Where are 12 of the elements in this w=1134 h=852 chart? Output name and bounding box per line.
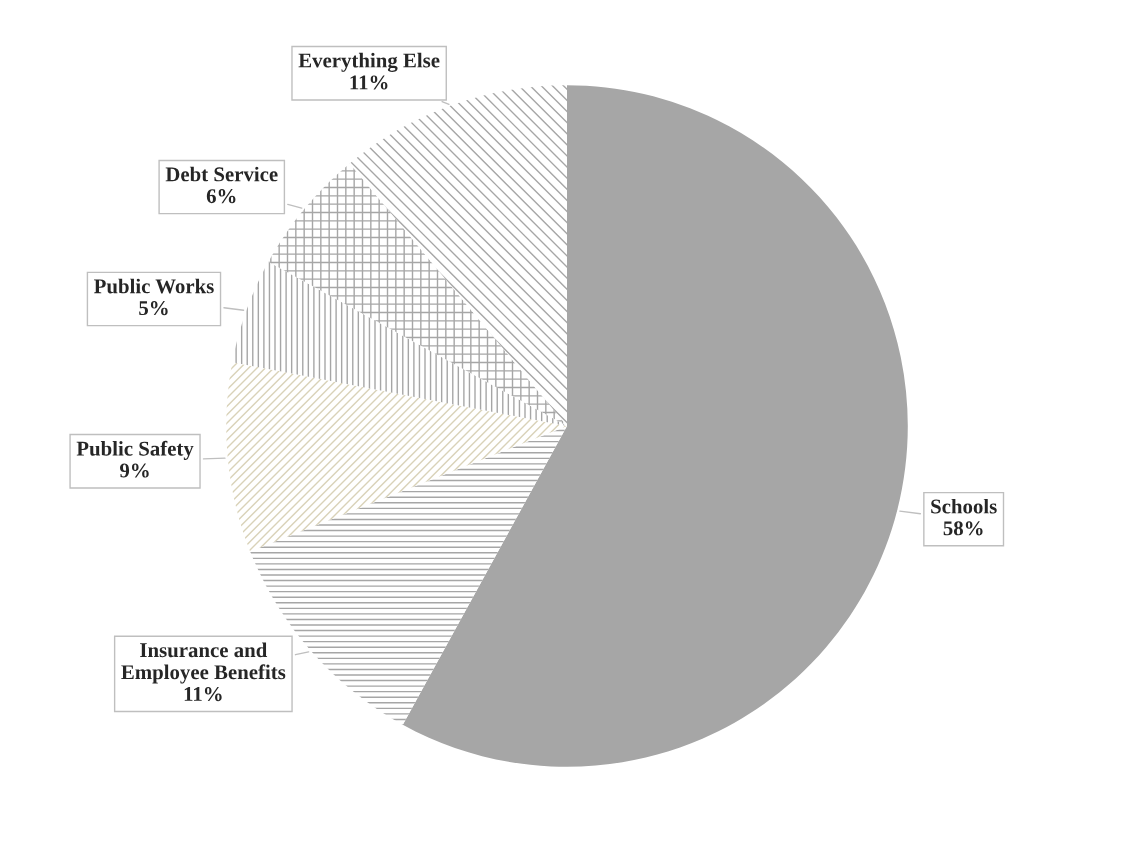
data-label: 5% (139, 301, 168, 316)
data-label: 11% (350, 75, 388, 90)
data-label: 58% (943, 521, 983, 536)
slice-label: Debt Service (165, 166, 278, 182)
slice-label: Public Safety (76, 440, 194, 460)
slice-label: Schools (931, 498, 997, 514)
slice-label: Insurance and Employee Benefits (121, 642, 286, 684)
data-label: 11% (184, 687, 222, 702)
data-label: 9% (119, 463, 149, 478)
slice-label: Public Works (94, 278, 214, 294)
data-label: 6% (206, 189, 236, 204)
slice-label: Everything Else (298, 52, 440, 72)
